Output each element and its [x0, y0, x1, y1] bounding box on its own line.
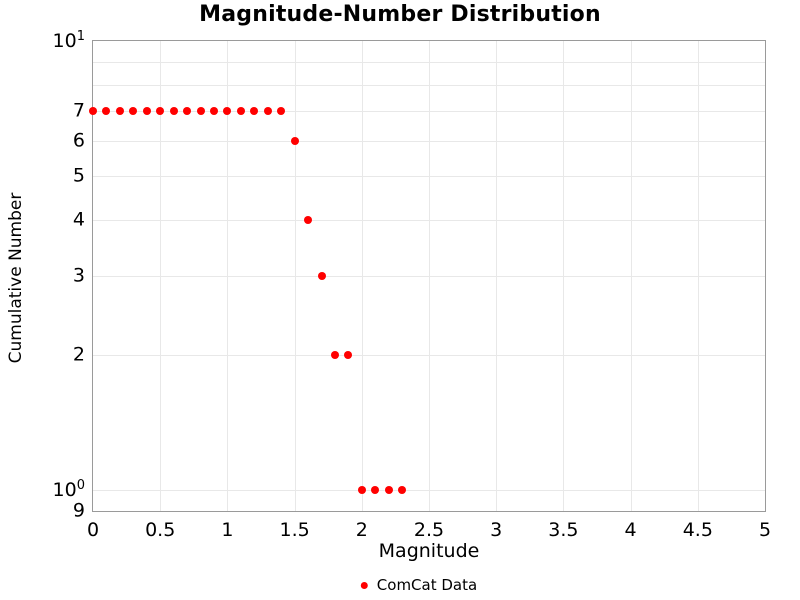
x-tick-label: 4	[624, 519, 637, 541]
data-point	[223, 106, 232, 115]
data-point	[210, 106, 218, 115]
legend-label: ComCat Data	[376, 576, 478, 594]
data-point	[263, 106, 272, 115]
y-tick-label: 5	[72, 164, 85, 187]
data-point	[156, 106, 165, 115]
data-point	[357, 486, 366, 495]
x-tick-label: 1	[221, 519, 234, 541]
data-point	[277, 106, 286, 115]
data-point	[330, 351, 339, 360]
data-point	[169, 106, 178, 115]
y-tick-label: 3	[72, 264, 85, 287]
y-tick-label: 100	[52, 478, 85, 502]
y-tick-label: 101	[52, 28, 85, 53]
y-tick-label: 4	[72, 208, 85, 231]
legend-marker-icon	[360, 581, 368, 589]
y-tick-label: 7	[72, 99, 85, 122]
x-tick-label: 5	[758, 519, 772, 541]
x-tick-label: 1.5	[279, 519, 310, 541]
y-gridline	[93, 219, 765, 221]
y-gridline	[93, 490, 765, 492]
y-tick-label: 6	[72, 129, 85, 152]
y-gridline	[93, 276, 765, 277]
y-gridline	[93, 355, 765, 357]
data-point	[102, 106, 111, 115]
data-point	[236, 106, 245, 115]
x-tick-label: 0	[86, 519, 100, 541]
data-point	[398, 486, 407, 495]
data-point	[304, 215, 312, 224]
data-point	[250, 106, 259, 115]
x-tick-label: 0.5	[145, 519, 176, 541]
data-point	[115, 106, 124, 115]
data-point	[129, 106, 138, 115]
data-point	[384, 486, 393, 495]
x-axis-label: Magnitude	[378, 540, 480, 562]
y-tick-exponent: 0	[76, 478, 85, 494]
y-gridline	[93, 84, 765, 86]
x-tick-label: 3.5	[548, 519, 579, 541]
data-point	[290, 136, 299, 145]
data-point	[371, 486, 380, 495]
y-gridline	[93, 61, 765, 63]
data-point	[344, 351, 353, 360]
data-point	[317, 272, 326, 280]
y-tick-label: 2	[72, 343, 85, 366]
x-tick-label: 2	[355, 519, 368, 541]
y-gridline	[93, 140, 765, 142]
x-tick-label: 2.5	[413, 519, 445, 541]
y-gridline	[93, 110, 765, 112]
y-tick-label: 9	[72, 499, 85, 522]
x-tick-label: 3	[490, 519, 503, 541]
legend: ComCat Data	[360, 576, 478, 594]
data-point	[183, 106, 192, 115]
x-tick-label: 4.5	[682, 519, 713, 541]
plot-area	[89, 40, 766, 512]
data-point	[196, 106, 205, 115]
y-gridline	[93, 176, 765, 178]
chart-title: Magnitude-Number Distribution	[199, 2, 601, 27]
y-tick-exponent: 1	[76, 28, 85, 44]
data-point	[142, 106, 151, 115]
data-point	[89, 106, 97, 115]
